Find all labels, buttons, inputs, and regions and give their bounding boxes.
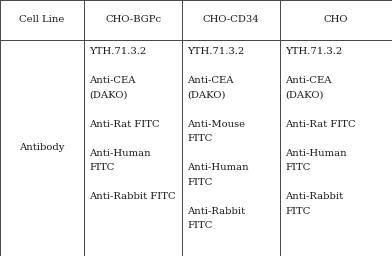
- Text: FITC: FITC: [187, 221, 212, 230]
- Text: Anti-Rabbit FITC: Anti-Rabbit FITC: [89, 192, 176, 201]
- Text: Anti-Rabbit: Anti-Rabbit: [285, 192, 343, 201]
- Text: Anti-CEA: Anti-CEA: [89, 76, 136, 85]
- Text: Anti-Rabbit: Anti-Rabbit: [187, 207, 245, 216]
- Text: YTH.71.3.2: YTH.71.3.2: [187, 47, 244, 56]
- Text: FITC: FITC: [89, 163, 114, 172]
- Text: Anti-Human: Anti-Human: [285, 149, 347, 158]
- Text: Antibody: Antibody: [20, 143, 65, 152]
- Text: Anti-Human: Anti-Human: [89, 149, 151, 158]
- Text: (DAKO): (DAKO): [187, 91, 225, 100]
- Text: Anti-Human: Anti-Human: [187, 163, 249, 172]
- Text: FITC: FITC: [285, 207, 310, 216]
- Text: Anti-CEA: Anti-CEA: [285, 76, 332, 85]
- Text: Anti-Rat FITC: Anti-Rat FITC: [285, 120, 356, 129]
- Text: Anti-Mouse: Anti-Mouse: [187, 120, 245, 129]
- Text: Anti-Rat FITC: Anti-Rat FITC: [89, 120, 160, 129]
- Text: Cell Line: Cell Line: [20, 15, 65, 24]
- Text: FITC: FITC: [285, 163, 310, 172]
- Text: CHO-BGPc: CHO-BGPc: [105, 15, 162, 24]
- Text: (DAKO): (DAKO): [89, 91, 127, 100]
- Text: Anti-CEA: Anti-CEA: [187, 76, 234, 85]
- Text: (DAKO): (DAKO): [285, 91, 323, 100]
- Text: CHO-CD34: CHO-CD34: [203, 15, 260, 24]
- Text: CHO: CHO: [324, 15, 348, 24]
- Text: YTH.71.3.2: YTH.71.3.2: [89, 47, 146, 56]
- Text: YTH.71.3.2: YTH.71.3.2: [285, 47, 342, 56]
- Text: FITC: FITC: [187, 134, 212, 143]
- Text: FITC: FITC: [187, 178, 212, 187]
